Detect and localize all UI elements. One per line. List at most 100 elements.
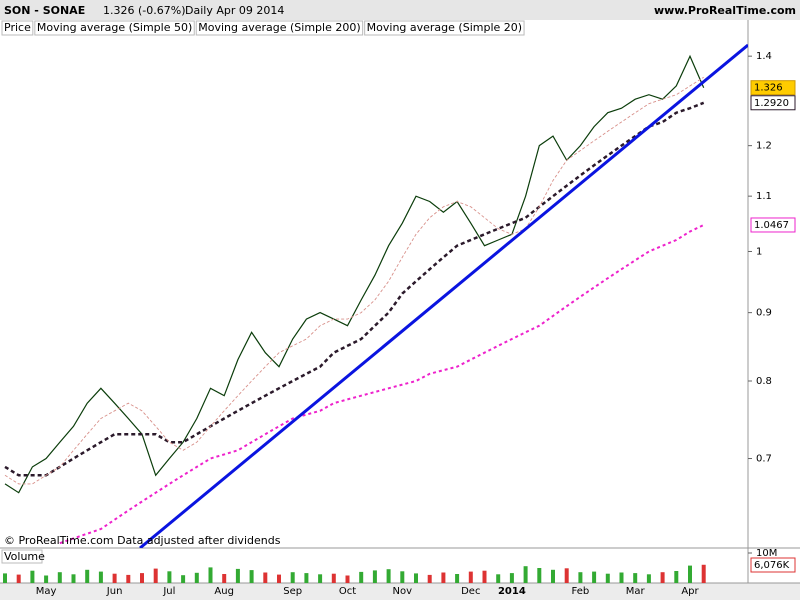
volume-bar (523, 566, 528, 583)
symbol: SON - SONAE (4, 4, 85, 17)
x-tick-label: Aug (214, 586, 234, 597)
series-line (4, 54, 705, 494)
legend-entry: Moving average (Simple 200) (198, 21, 360, 34)
volume-bar (496, 574, 501, 583)
volume-bar (455, 574, 460, 583)
volume-bar (578, 572, 583, 583)
volume-bar (372, 570, 377, 583)
volume-bar (646, 574, 651, 583)
y-tick-label: 0.7 (756, 454, 772, 465)
volume-bar (3, 573, 7, 583)
volume-bar (263, 572, 268, 583)
legend-entry: Moving average (Simple 20) (367, 21, 522, 34)
header-bar (0, 0, 800, 20)
legend-box (1, 20, 34, 36)
volume-tick-label: 10M (756, 548, 777, 559)
volume-bar (167, 571, 172, 583)
volume-bar (427, 574, 432, 583)
footer: © ProRealTime.com Data adjusted after di… (4, 534, 281, 547)
x-tick-label: Sep (283, 586, 302, 597)
volume-bar (194, 572, 199, 583)
volume-bar (140, 573, 144, 583)
x-tick-label: Oct (339, 586, 356, 597)
volume-bar (277, 574, 281, 583)
x-tick-label: Dec (461, 586, 480, 597)
x-tick-label: 2014 (498, 586, 526, 597)
legend-box (364, 20, 525, 36)
volume-bar (400, 571, 405, 583)
volume-bar (112, 573, 117, 583)
volume-legend: Volume (4, 550, 45, 563)
volume-bar (674, 571, 679, 583)
quote: 1.326 (-0.67%) (103, 4, 185, 17)
plot-area (4, 54, 705, 545)
volume-bar (701, 564, 706, 583)
x-tick-label: Mar (626, 586, 646, 597)
volume-bar (235, 568, 240, 583)
volume-bar (57, 572, 62, 583)
volume-bar (44, 575, 49, 583)
volume-bar (551, 569, 555, 583)
volume-value-box (750, 557, 796, 573)
volume-bar (619, 572, 624, 583)
volume-bar (688, 565, 692, 583)
legend-box (34, 20, 195, 36)
volume-legend-box (1, 549, 43, 564)
volume-bar (441, 572, 446, 583)
volume-bar (482, 570, 487, 583)
value-box-label: 1.326 (754, 83, 783, 94)
y-tick-label: 0.9 (756, 308, 772, 319)
legend-box (195, 20, 364, 36)
volume-bar (85, 569, 90, 583)
source: www.ProRealTime.com (654, 4, 796, 17)
volume-bar (181, 575, 186, 583)
volume-bar (290, 572, 295, 583)
legend-entry: Moving average (Simple 50) (37, 21, 192, 34)
value-box-label: 1.2920 (754, 98, 789, 109)
volume-bar (359, 571, 364, 583)
volume-bar (304, 573, 309, 583)
volume-bar (153, 568, 158, 583)
x-tick-label: Nov (393, 586, 413, 597)
x-tick-label: May (36, 586, 57, 597)
volume-bar (331, 573, 336, 583)
x-tick-label: Feb (572, 586, 590, 597)
x-axis-band (0, 583, 800, 600)
y-tick-label: 1.1 (756, 191, 772, 202)
volume-bar (71, 574, 76, 583)
volume-bar (537, 568, 542, 583)
y-tick-label: 1.2 (756, 141, 772, 152)
volume-bar (249, 570, 254, 583)
value-box (750, 217, 796, 233)
y-tick-label: 1.4 (756, 51, 772, 62)
volume-bar (386, 569, 391, 583)
volume-bar (564, 568, 569, 583)
volume-bar (98, 571, 103, 583)
volume-bar (318, 574, 323, 583)
volume-bar (16, 574, 21, 583)
value-box (750, 80, 796, 96)
series-line (4, 76, 704, 485)
y-tick-label: 1 (756, 246, 762, 257)
volume-bar (509, 573, 514, 583)
value-box-label: 1.0467 (754, 220, 789, 231)
volume-bar (592, 571, 597, 583)
volume-bar (468, 571, 473, 583)
trendline (139, 43, 748, 548)
volume-bar (414, 573, 418, 583)
volume-bar (605, 573, 610, 583)
volume-bar (30, 570, 35, 583)
volume-bar (126, 574, 131, 583)
x-tick-label: Jun (106, 586, 123, 597)
volume-bar (660, 572, 665, 583)
volume-value-label: 6,076K (754, 560, 790, 571)
legend-entry: Price (4, 21, 31, 34)
volume-bar (222, 574, 227, 583)
x-tick-label: Jul (162, 586, 175, 597)
volume-bar (345, 575, 350, 583)
period: Daily Apr 09 2014 (185, 4, 284, 17)
value-box (750, 95, 796, 111)
series-line (59, 224, 705, 545)
